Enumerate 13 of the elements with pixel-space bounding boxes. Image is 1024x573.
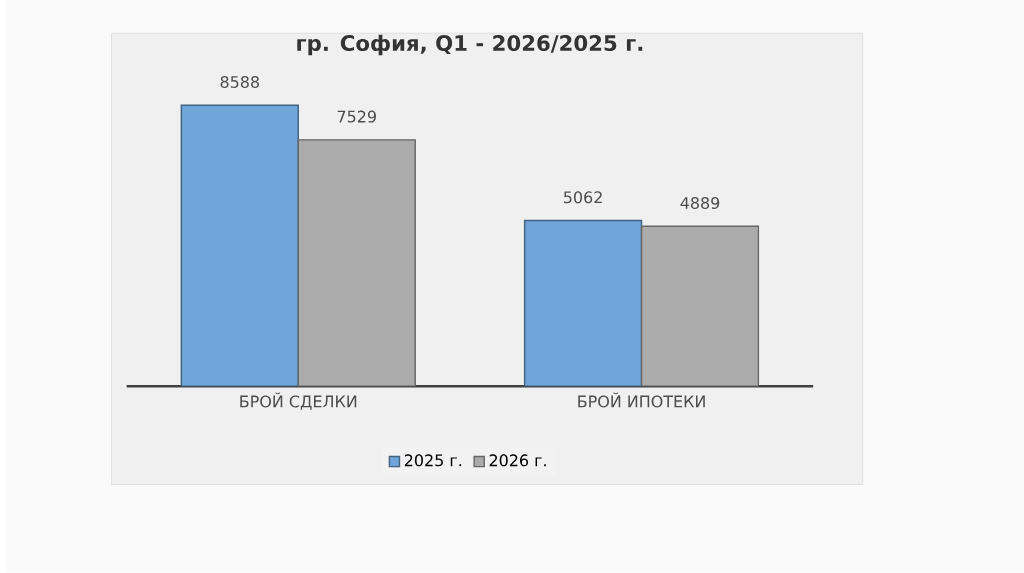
chart-title: гр. София, Q1 - 2026/2025 г. (297, 34, 643, 56)
bar (180, 104, 299, 387)
data-label: 7529 (337, 110, 376, 123)
x-tick-label: БРОЙ ИПОТЕКИ (578, 392, 705, 408)
legend-label: 2025 г. (404, 454, 462, 467)
data-label: 5062 (564, 191, 602, 204)
data-label: 8588 (220, 76, 259, 89)
legend-label: 2026 г. (489, 454, 546, 467)
bar (297, 139, 416, 387)
x-tick-label: БРОЙ СДЕЛКИ (240, 392, 357, 410)
data-label: 4889 (680, 197, 720, 210)
bar (523, 220, 643, 387)
bar (640, 225, 760, 387)
